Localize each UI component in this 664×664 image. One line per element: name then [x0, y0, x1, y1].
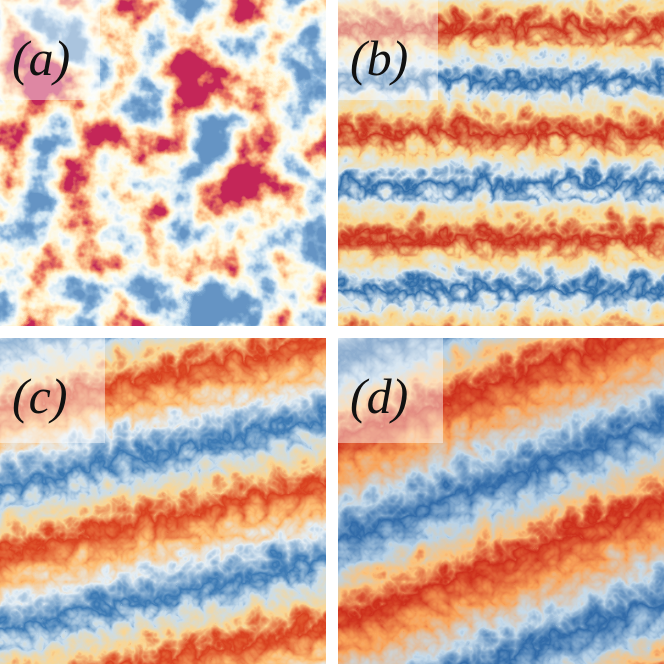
label-box	[0, 0, 100, 100]
label-box	[338, 0, 438, 100]
field-image	[0, 0, 326, 326]
panel-b: (b)	[338, 0, 664, 326]
panel-label: (a)	[12, 30, 70, 86]
panel-label: (c)	[12, 368, 68, 424]
panel-a: (a)	[0, 0, 326, 326]
label-box	[0, 338, 105, 443]
field-image	[338, 0, 664, 326]
field-image	[338, 338, 664, 664]
panel-label: (d)	[350, 368, 408, 424]
field-image	[0, 338, 326, 664]
panel-c: (c)	[0, 338, 326, 664]
panel-d: (d)	[338, 338, 664, 664]
label-box	[338, 338, 443, 443]
panel-label: (b)	[350, 30, 408, 86]
